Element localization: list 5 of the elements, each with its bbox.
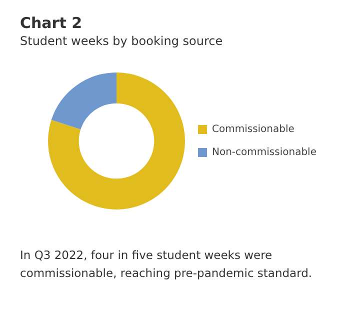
chart-title: Chart 2 [19, 13, 84, 32]
text: In Q3 2022, four in five student weeks were commissionable, reaching pre-pandemic standard. [19, 247, 314, 282]
legend-label: Commissionable [212, 124, 294, 136]
chart-subtitle: Student weeks by booking source [19, 34, 224, 48]
legend-label: Non-commissionable [212, 147, 316, 158]
